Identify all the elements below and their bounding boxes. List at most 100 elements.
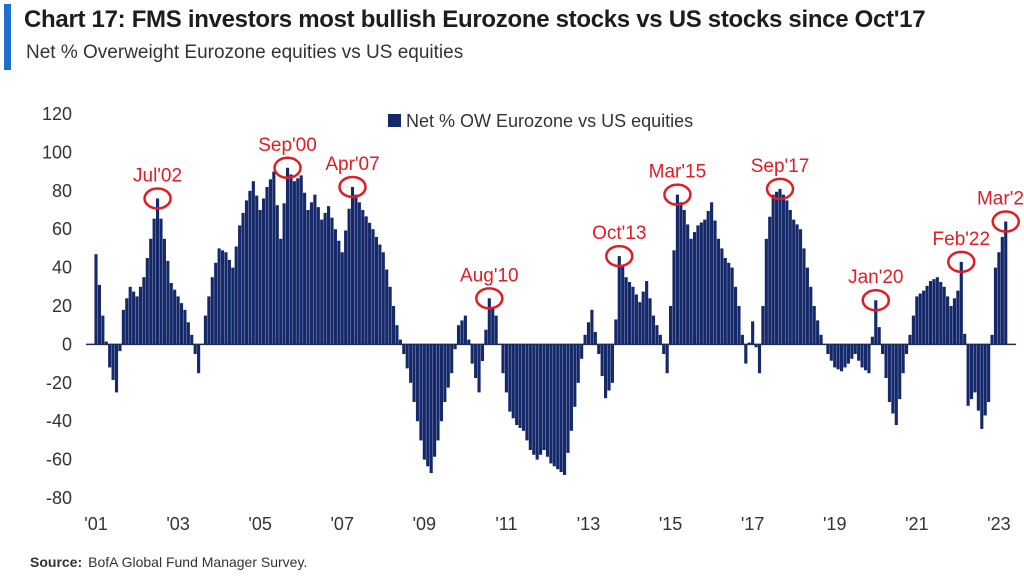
annotation-circle [861, 288, 891, 312]
bar [142, 277, 146, 345]
bar [621, 266, 625, 345]
bar [805, 267, 809, 345]
bar [388, 286, 392, 345]
bar [255, 195, 259, 345]
y-tick-label: -80 [46, 488, 72, 508]
bar [949, 306, 953, 345]
bar [932, 279, 936, 345]
bar [118, 344, 122, 352]
bar [826, 344, 830, 354]
bar [374, 236, 379, 345]
bar [768, 216, 772, 345]
bar [966, 344, 970, 406]
bar [600, 344, 604, 377]
bar [997, 252, 1001, 345]
bar [545, 344, 550, 457]
bar [692, 232, 697, 345]
bar [515, 344, 519, 426]
bar [696, 225, 700, 345]
bar [504, 344, 508, 393]
bar [309, 202, 314, 345]
bar [562, 344, 567, 475]
bar [665, 344, 669, 374]
bar [829, 344, 833, 361]
x-tick-label: '03 [166, 514, 189, 532]
y-tick-label: 60 [52, 219, 72, 239]
bar [1000, 236, 1004, 345]
annotation-circle [338, 175, 367, 199]
bar [802, 248, 806, 345]
bar [426, 344, 430, 467]
bar [542, 344, 546, 450]
bar [573, 344, 577, 407]
title-accent-bar [4, 4, 11, 70]
bar [559, 344, 563, 473]
bar [436, 344, 440, 441]
bar [241, 212, 245, 345]
bar [843, 344, 847, 368]
y-tick-label: -60 [46, 450, 72, 470]
bar [689, 238, 693, 345]
bar [149, 238, 153, 345]
bar [593, 331, 597, 345]
bar [97, 284, 101, 345]
bar [114, 344, 119, 393]
bar [337, 240, 341, 345]
bar [262, 198, 266, 345]
bar [918, 293, 922, 345]
bar-chart: 120 100 80 60 40 20 0 -20 -40 -60 -80 '01 '03 '05 '07… [42, 104, 1024, 532]
bar [340, 252, 344, 345]
bar [580, 344, 584, 359]
bar [179, 303, 184, 345]
bar [713, 220, 717, 345]
x-tick-label: '15 [659, 514, 682, 532]
bar [833, 344, 837, 368]
annotation-label: Mar'15 [649, 162, 706, 183]
bar [682, 210, 686, 345]
y-tick-label: 0 [62, 334, 72, 354]
legend: Net % OW Eurozone vs US equities [388, 111, 693, 131]
bar [586, 322, 591, 345]
bar [528, 344, 532, 450]
x-tick-label: '21 [905, 514, 928, 532]
bar [364, 216, 368, 345]
bar [159, 218, 163, 345]
bar [398, 339, 402, 345]
bar [675, 194, 679, 345]
bar [549, 344, 553, 464]
bar [203, 315, 208, 345]
bar [272, 171, 276, 345]
annotation-circle [663, 183, 692, 206]
bar [344, 230, 348, 345]
y-tick-label: 120 [42, 104, 72, 124]
bar [453, 344, 457, 350]
bar [651, 315, 656, 345]
bar [354, 194, 358, 345]
bar [781, 194, 786, 345]
bar [672, 250, 676, 345]
bar [197, 344, 201, 374]
bar [326, 206, 331, 345]
bar [590, 309, 594, 345]
bar [292, 181, 296, 345]
bar [450, 344, 454, 374]
bar [94, 254, 98, 345]
bar [248, 190, 252, 345]
x-tick-label: '05 [248, 514, 271, 532]
bar [525, 344, 529, 441]
bar [152, 218, 156, 345]
bar [583, 334, 587, 345]
bar [193, 344, 197, 354]
bar [456, 325, 461, 345]
bar [477, 344, 481, 393]
bar [224, 252, 228, 345]
bar [969, 344, 974, 400]
bar [357, 202, 361, 345]
bar [744, 344, 748, 364]
bar [128, 286, 132, 345]
bar [258, 210, 262, 345]
bar [733, 286, 738, 345]
bar [265, 186, 269, 345]
annotations: Jul'02 Sep'00 Apr'07 Aug'10 Oct'13 Mar'15 Sep'… [133, 135, 1024, 312]
bar [576, 344, 580, 383]
